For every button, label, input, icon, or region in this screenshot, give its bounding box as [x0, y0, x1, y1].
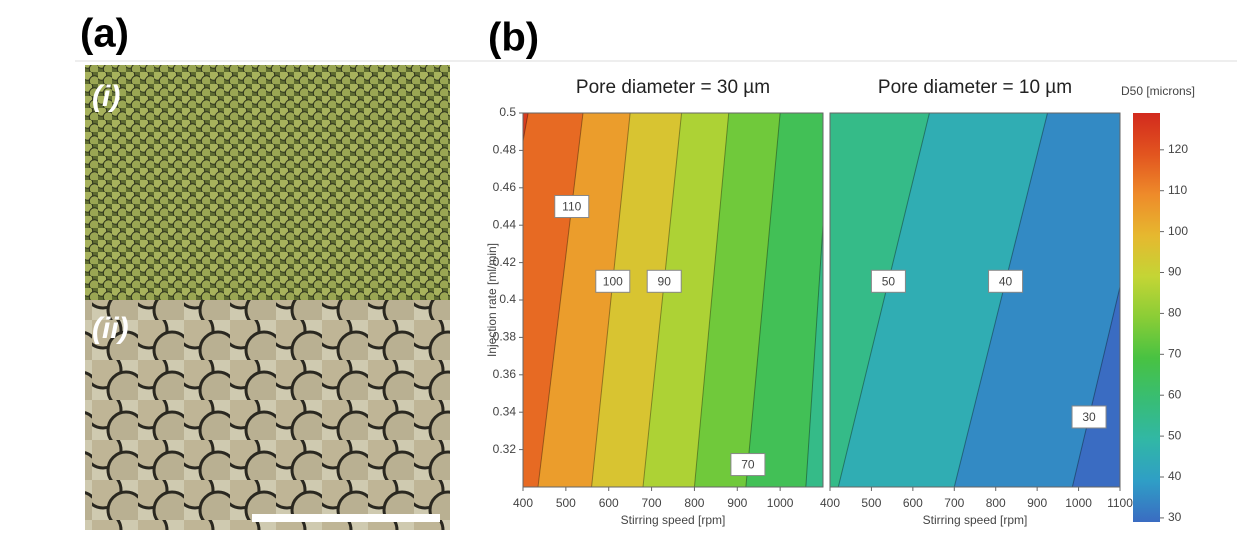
micrograph [85, 65, 450, 300]
x-tick-label: 1000 [1065, 496, 1092, 510]
y-tick-label: 0.32 [493, 442, 517, 456]
x-tick-label: 400 [820, 496, 840, 510]
x-tick-label: 400 [513, 496, 533, 510]
x-tick-label: 500 [556, 496, 576, 510]
colorbar-tick-label: 90 [1168, 265, 1182, 279]
colorbar [1133, 113, 1160, 522]
contour-label: 110 [562, 200, 581, 214]
y-tick-label: 0.48 [493, 143, 517, 157]
panel-label: (a) [80, 12, 129, 56]
x-tick-label: 600 [599, 496, 619, 510]
colorbar-tick-label: 100 [1168, 224, 1188, 238]
colorbar-tick-label: 120 [1168, 142, 1188, 156]
colorbar-tick-label: 110 [1168, 183, 1187, 197]
y-tick-label: 0.4 [499, 292, 516, 306]
contour-label: 70 [741, 458, 755, 472]
x-tick-label: 900 [727, 496, 747, 510]
contour-label: 30 [1082, 410, 1096, 424]
y-tick-label: 0.42 [493, 255, 517, 269]
x-tick-label: 700 [642, 496, 662, 510]
colorbar-tick-label: 70 [1168, 346, 1182, 360]
image-label: (ii) [92, 312, 129, 345]
x-axis-label: Stirring speed [rpm] [621, 513, 726, 527]
panel-label: (b) [488, 16, 539, 60]
contour-label: 90 [658, 274, 672, 288]
x-axis-label: Stirring speed [rpm] [923, 513, 1028, 527]
x-tick-label: 700 [944, 496, 964, 510]
x-tick-label: 1100 [1107, 496, 1133, 510]
y-tick-label: 0.44 [493, 217, 517, 231]
colorbar-tick-label: 30 [1168, 510, 1182, 524]
y-tick-label: 0.34 [493, 404, 517, 418]
y-tick-label: 0.38 [493, 330, 517, 344]
x-tick-label: 800 [684, 496, 704, 510]
x-tick-label: 500 [861, 496, 881, 510]
x-tick-label: 600 [903, 496, 923, 510]
colorbar-title: D50 [microns] [1121, 84, 1195, 98]
plot-title: Pore diameter = 30 µm [576, 77, 770, 98]
colorbar-tick-label: 50 [1168, 428, 1182, 442]
figure: (a) (i) (ii) (b) Injection rate [ml/min]… [0, 0, 1237, 533]
contour-label: 50 [882, 274, 896, 288]
image-label: (i) [92, 80, 120, 113]
contour-label: 40 [999, 274, 1013, 288]
x-tick-label: 1000 [767, 496, 794, 510]
colorbar-tick-label: 80 [1168, 306, 1182, 320]
scale-bar [252, 514, 440, 522]
y-tick-label: 0.46 [493, 180, 517, 194]
x-tick-label: 800 [986, 496, 1006, 510]
y-tick-label: 0.36 [493, 367, 517, 381]
colorbar-tick-label: 40 [1168, 469, 1182, 483]
plot-title: Pore diameter = 10 µm [878, 77, 1072, 98]
micrograph [85, 300, 450, 530]
x-tick-label: 900 [1027, 496, 1047, 510]
y-tick-label: 0.5 [499, 105, 516, 119]
colorbar-tick-label: 60 [1168, 387, 1182, 401]
contour-label: 100 [603, 274, 623, 288]
